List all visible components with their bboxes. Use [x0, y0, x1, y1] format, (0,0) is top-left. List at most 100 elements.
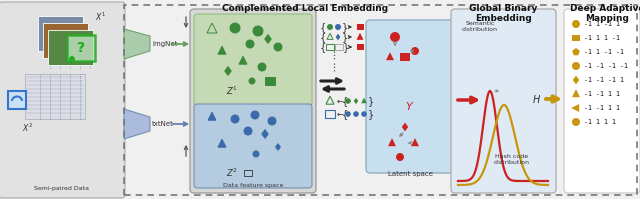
Text: txtNet: txtNet — [152, 121, 174, 127]
Text: -1 -1 1 1: -1 -1 1 1 — [584, 105, 620, 111]
FancyBboxPatch shape — [25, 74, 85, 119]
Circle shape — [572, 118, 580, 126]
Text: Global Binary
Embedding: Global Binary Embedding — [469, 4, 537, 23]
Polygon shape — [354, 98, 358, 104]
FancyBboxPatch shape — [572, 35, 580, 41]
Circle shape — [390, 32, 400, 42]
Polygon shape — [572, 89, 580, 97]
Polygon shape — [572, 48, 580, 55]
Circle shape — [396, 153, 404, 161]
Text: -1 1 -1 1: -1 1 -1 1 — [584, 21, 620, 27]
Text: Data feature space: Data feature space — [223, 183, 283, 188]
Text: }: } — [343, 42, 349, 52]
FancyBboxPatch shape — [194, 104, 312, 188]
FancyBboxPatch shape — [356, 44, 364, 50]
Polygon shape — [218, 139, 226, 147]
Text: imgNet: imgNet — [152, 41, 177, 47]
Polygon shape — [335, 34, 340, 40]
Circle shape — [253, 151, 259, 157]
Text: {: { — [342, 96, 348, 106]
Polygon shape — [208, 112, 216, 120]
FancyBboxPatch shape — [451, 9, 556, 193]
Polygon shape — [265, 35, 271, 43]
Polygon shape — [218, 46, 226, 54]
Polygon shape — [411, 138, 419, 146]
Polygon shape — [225, 67, 231, 75]
Circle shape — [70, 57, 74, 61]
Text: $\leftarrow$: $\leftarrow$ — [335, 109, 345, 118]
Text: }: } — [368, 109, 374, 119]
Circle shape — [249, 78, 255, 84]
Polygon shape — [239, 56, 247, 64]
Text: Semi-paired Data: Semi-paired Data — [33, 186, 88, 191]
FancyBboxPatch shape — [0, 2, 125, 198]
Circle shape — [335, 24, 341, 30]
Text: $X^2$: $X^2$ — [22, 122, 33, 134]
Text: -1 -1 -1 1: -1 -1 -1 1 — [584, 77, 624, 83]
Circle shape — [345, 98, 351, 104]
Text: $\leftarrow$: $\leftarrow$ — [335, 97, 345, 105]
Polygon shape — [361, 98, 367, 103]
Text: -1 1 -1 -1: -1 1 -1 -1 — [584, 49, 624, 55]
FancyBboxPatch shape — [190, 9, 316, 193]
Polygon shape — [356, 33, 364, 40]
Text: $H$: $H$ — [532, 93, 541, 105]
FancyBboxPatch shape — [265, 77, 275, 85]
Polygon shape — [402, 123, 408, 131]
Polygon shape — [572, 104, 579, 112]
Text: -1 1 1 -1: -1 1 1 -1 — [584, 35, 620, 41]
Polygon shape — [388, 138, 396, 146]
Circle shape — [411, 47, 419, 55]
Circle shape — [258, 63, 266, 71]
Polygon shape — [573, 76, 579, 84]
Circle shape — [246, 40, 254, 48]
FancyBboxPatch shape — [400, 53, 410, 61]
Text: -1 -1 -1 -1: -1 -1 -1 -1 — [584, 63, 628, 69]
Text: {: { — [320, 42, 326, 52]
Text: {: { — [320, 32, 326, 42]
Circle shape — [231, 115, 239, 123]
Text: }: } — [342, 32, 348, 42]
FancyBboxPatch shape — [67, 35, 95, 61]
Circle shape — [572, 62, 580, 70]
Circle shape — [345, 111, 351, 117]
Circle shape — [268, 117, 276, 125]
Text: $Z^2$: $Z^2$ — [226, 167, 238, 179]
Polygon shape — [386, 52, 394, 60]
Circle shape — [244, 127, 252, 135]
Circle shape — [251, 111, 259, 119]
Text: ?: ? — [77, 41, 85, 55]
FancyBboxPatch shape — [43, 23, 88, 58]
Polygon shape — [124, 29, 150, 59]
Text: Latent space: Latent space — [387, 171, 433, 177]
Text: $X^1$: $X^1$ — [95, 11, 106, 23]
Text: {: { — [320, 22, 326, 32]
Polygon shape — [262, 130, 268, 138]
Circle shape — [274, 43, 282, 51]
Text: }: } — [342, 22, 348, 32]
FancyBboxPatch shape — [194, 14, 312, 106]
Text: Deep Adaptive
Mapping: Deep Adaptive Mapping — [570, 4, 640, 23]
Text: -1 -1 1 1: -1 -1 1 1 — [584, 91, 620, 97]
FancyBboxPatch shape — [356, 24, 364, 30]
Text: {: { — [342, 109, 348, 119]
Polygon shape — [124, 109, 150, 139]
Text: $Z^1$: $Z^1$ — [226, 85, 238, 97]
Text: -1 1 1 1: -1 1 1 1 — [584, 119, 616, 125]
FancyBboxPatch shape — [564, 9, 640, 193]
FancyBboxPatch shape — [8, 91, 26, 109]
FancyBboxPatch shape — [366, 20, 454, 173]
Text: Semantic
distribution: Semantic distribution — [462, 21, 498, 32]
Polygon shape — [276, 144, 280, 150]
Text: }: } — [368, 96, 374, 106]
FancyBboxPatch shape — [48, 30, 93, 65]
Text: Hash code
distribution: Hash code distribution — [494, 154, 530, 165]
Circle shape — [230, 23, 240, 33]
Circle shape — [572, 20, 580, 28]
Circle shape — [361, 111, 367, 117]
Circle shape — [327, 24, 333, 30]
Text: Complemented Local Embedding: Complemented Local Embedding — [222, 4, 388, 13]
Circle shape — [353, 111, 359, 117]
Text: $Y$: $Y$ — [405, 100, 415, 112]
FancyBboxPatch shape — [38, 16, 83, 51]
